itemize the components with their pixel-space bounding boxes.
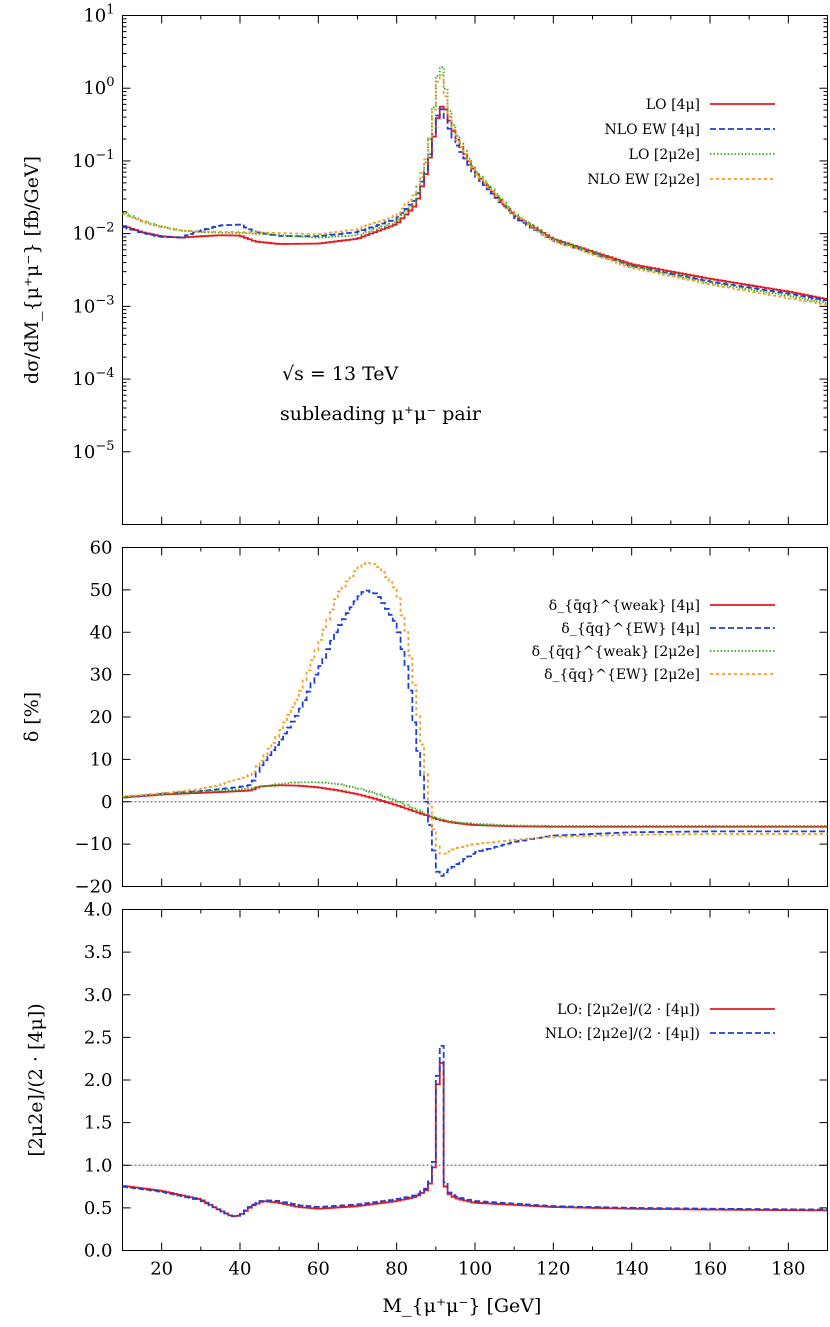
x-tick-label: 60 bbox=[307, 1259, 330, 1280]
y-tick-label: −20 bbox=[75, 877, 113, 898]
y-tick-label: 10−2 bbox=[72, 221, 114, 245]
y-tick-label: 10−3 bbox=[72, 293, 114, 317]
legend-label: δ_{q̄q}^{EW} [2μ2e] bbox=[544, 667, 700, 683]
series-line bbox=[122, 781, 828, 827]
legend-label: NLO EW [4μ] bbox=[605, 122, 700, 138]
selection-annotation: subleading μ⁺μ⁻ pair bbox=[280, 403, 482, 425]
y-axis-label-middle: δ [%] bbox=[21, 692, 43, 742]
x-axis-label: M_{μ⁺μ⁻} [GeV] bbox=[383, 1295, 542, 1317]
y-axis-label-top: dσ/dM_{μ⁺μ⁻} [fb/GeV] bbox=[21, 156, 43, 384]
y-tick-label: 0.0 bbox=[84, 1241, 113, 1262]
x-tick-label: 80 bbox=[385, 1259, 408, 1280]
series-line bbox=[122, 108, 828, 302]
legend-label: LO [4μ] bbox=[646, 97, 700, 113]
x-tick-label: 180 bbox=[771, 1259, 805, 1280]
series-group bbox=[122, 561, 828, 877]
x-tick-label: 20 bbox=[150, 1259, 173, 1280]
series-line bbox=[122, 784, 828, 828]
y-tick-label: 50 bbox=[90, 580, 113, 601]
series-line bbox=[122, 66, 828, 304]
y-tick-label: 1.5 bbox=[84, 1113, 113, 1134]
series-group bbox=[122, 1045, 828, 1218]
series-line bbox=[122, 1062, 828, 1218]
plot-frame bbox=[122, 15, 828, 525]
x-ticks bbox=[122, 15, 828, 525]
x-tick-label: 100 bbox=[458, 1259, 492, 1280]
series-line bbox=[122, 105, 828, 300]
x-tick-label: 140 bbox=[614, 1259, 648, 1280]
legend-label: δ_{q̄q}^{EW} [4μ] bbox=[561, 621, 700, 637]
y-tick-label: 101 bbox=[83, 3, 114, 27]
series-line bbox=[122, 1045, 828, 1218]
y-tick-labels: 0.0 0.5 1.0 1.5 2.0 2.5 3.0 3.5 4.0 bbox=[84, 900, 828, 1262]
series-group bbox=[122, 66, 828, 306]
legend-label: NLO EW [2μ2e] bbox=[587, 172, 700, 188]
panel-top-cross-section: 10−5 10−4 10−3 10−2 10−1 100 101 LO [4μ] NLO EW… bbox=[21, 3, 828, 525]
y-tick-label: 2.0 bbox=[84, 1070, 113, 1091]
x-ticks bbox=[122, 909, 828, 1251]
y-tick-label: 0.5 bbox=[84, 1198, 113, 1219]
x-tick-label: 120 bbox=[536, 1259, 570, 1280]
legend-label: δ_{q̄q}^{weak} [2μ2e] bbox=[532, 644, 700, 660]
legend: LO [4μ] NLO EW [4μ] LO [2μ2e] NLO EW [2μ2e] bbox=[587, 97, 775, 188]
y-tick-label: 40 bbox=[90, 622, 113, 643]
y-tick-labels: −20 −10 0 10 20 30 40 50 60 bbox=[75, 538, 828, 898]
y-tick-label: 10−5 bbox=[72, 439, 114, 463]
y-tick-label: 30 bbox=[90, 665, 113, 686]
x-tick-label: 160 bbox=[693, 1259, 727, 1280]
series-line bbox=[122, 561, 828, 855]
y-tick-label: 0 bbox=[101, 792, 112, 813]
legend: δ_{q̄q}^{weak} [4μ] δ_{q̄q}^{EW} [4μ] δ_{q… bbox=[532, 598, 775, 683]
y-tick-label: 60 bbox=[90, 538, 113, 559]
legend-label: δ_{q̄q}^{weak} [4μ] bbox=[549, 598, 700, 614]
y-axis-label-bottom: [2μ2e]/(2 · [4μ]) bbox=[25, 1003, 47, 1156]
series-line bbox=[122, 74, 828, 306]
y-tick-label: 3.5 bbox=[84, 942, 113, 963]
y-tick-label: 20 bbox=[90, 707, 113, 728]
plot-frame bbox=[122, 547, 828, 887]
legend: LO: [2μ2e]/(2 · [4μ]) NLO: [2μ2e]/(2 · [4… bbox=[545, 1002, 775, 1042]
y-tick-label: 2.5 bbox=[84, 1027, 113, 1048]
y-tick-label: 10−1 bbox=[72, 148, 114, 172]
x-ticks bbox=[122, 547, 828, 887]
panel-bottom-ratio: 0.0 0.5 1.0 1.5 2.0 2.5 3.0 3.5 4.0 20 40 60 80 100 1… bbox=[25, 900, 828, 1280]
legend-label: LO: [2μ2e]/(2 · [4μ]) bbox=[557, 1002, 700, 1018]
plot-frame bbox=[122, 909, 828, 1251]
y-tick-labels: 10−5 10−4 10−3 10−2 10−1 100 101 bbox=[72, 3, 828, 463]
legend-label: LO [2μ2e] bbox=[629, 147, 700, 163]
y-tick-label: −10 bbox=[75, 834, 113, 855]
y-tick-label: 100 bbox=[83, 75, 114, 99]
energy-annotation: √s = 13 TeV bbox=[282, 363, 399, 385]
x-tick-labels: 20 40 60 80 100 120 140 160 180 bbox=[150, 1259, 805, 1280]
x-tick-label: 40 bbox=[229, 1259, 252, 1280]
y-tick-label: 3.0 bbox=[84, 985, 113, 1006]
legend-label: NLO: [2μ2e]/(2 · [4μ]) bbox=[545, 1026, 700, 1042]
y-tick-label: 4.0 bbox=[84, 900, 113, 921]
y-tick-label: 10−4 bbox=[72, 366, 114, 390]
series-line bbox=[122, 589, 828, 877]
y-tick-label: 10 bbox=[90, 749, 113, 770]
y-tick-label: 1.0 bbox=[84, 1155, 113, 1176]
